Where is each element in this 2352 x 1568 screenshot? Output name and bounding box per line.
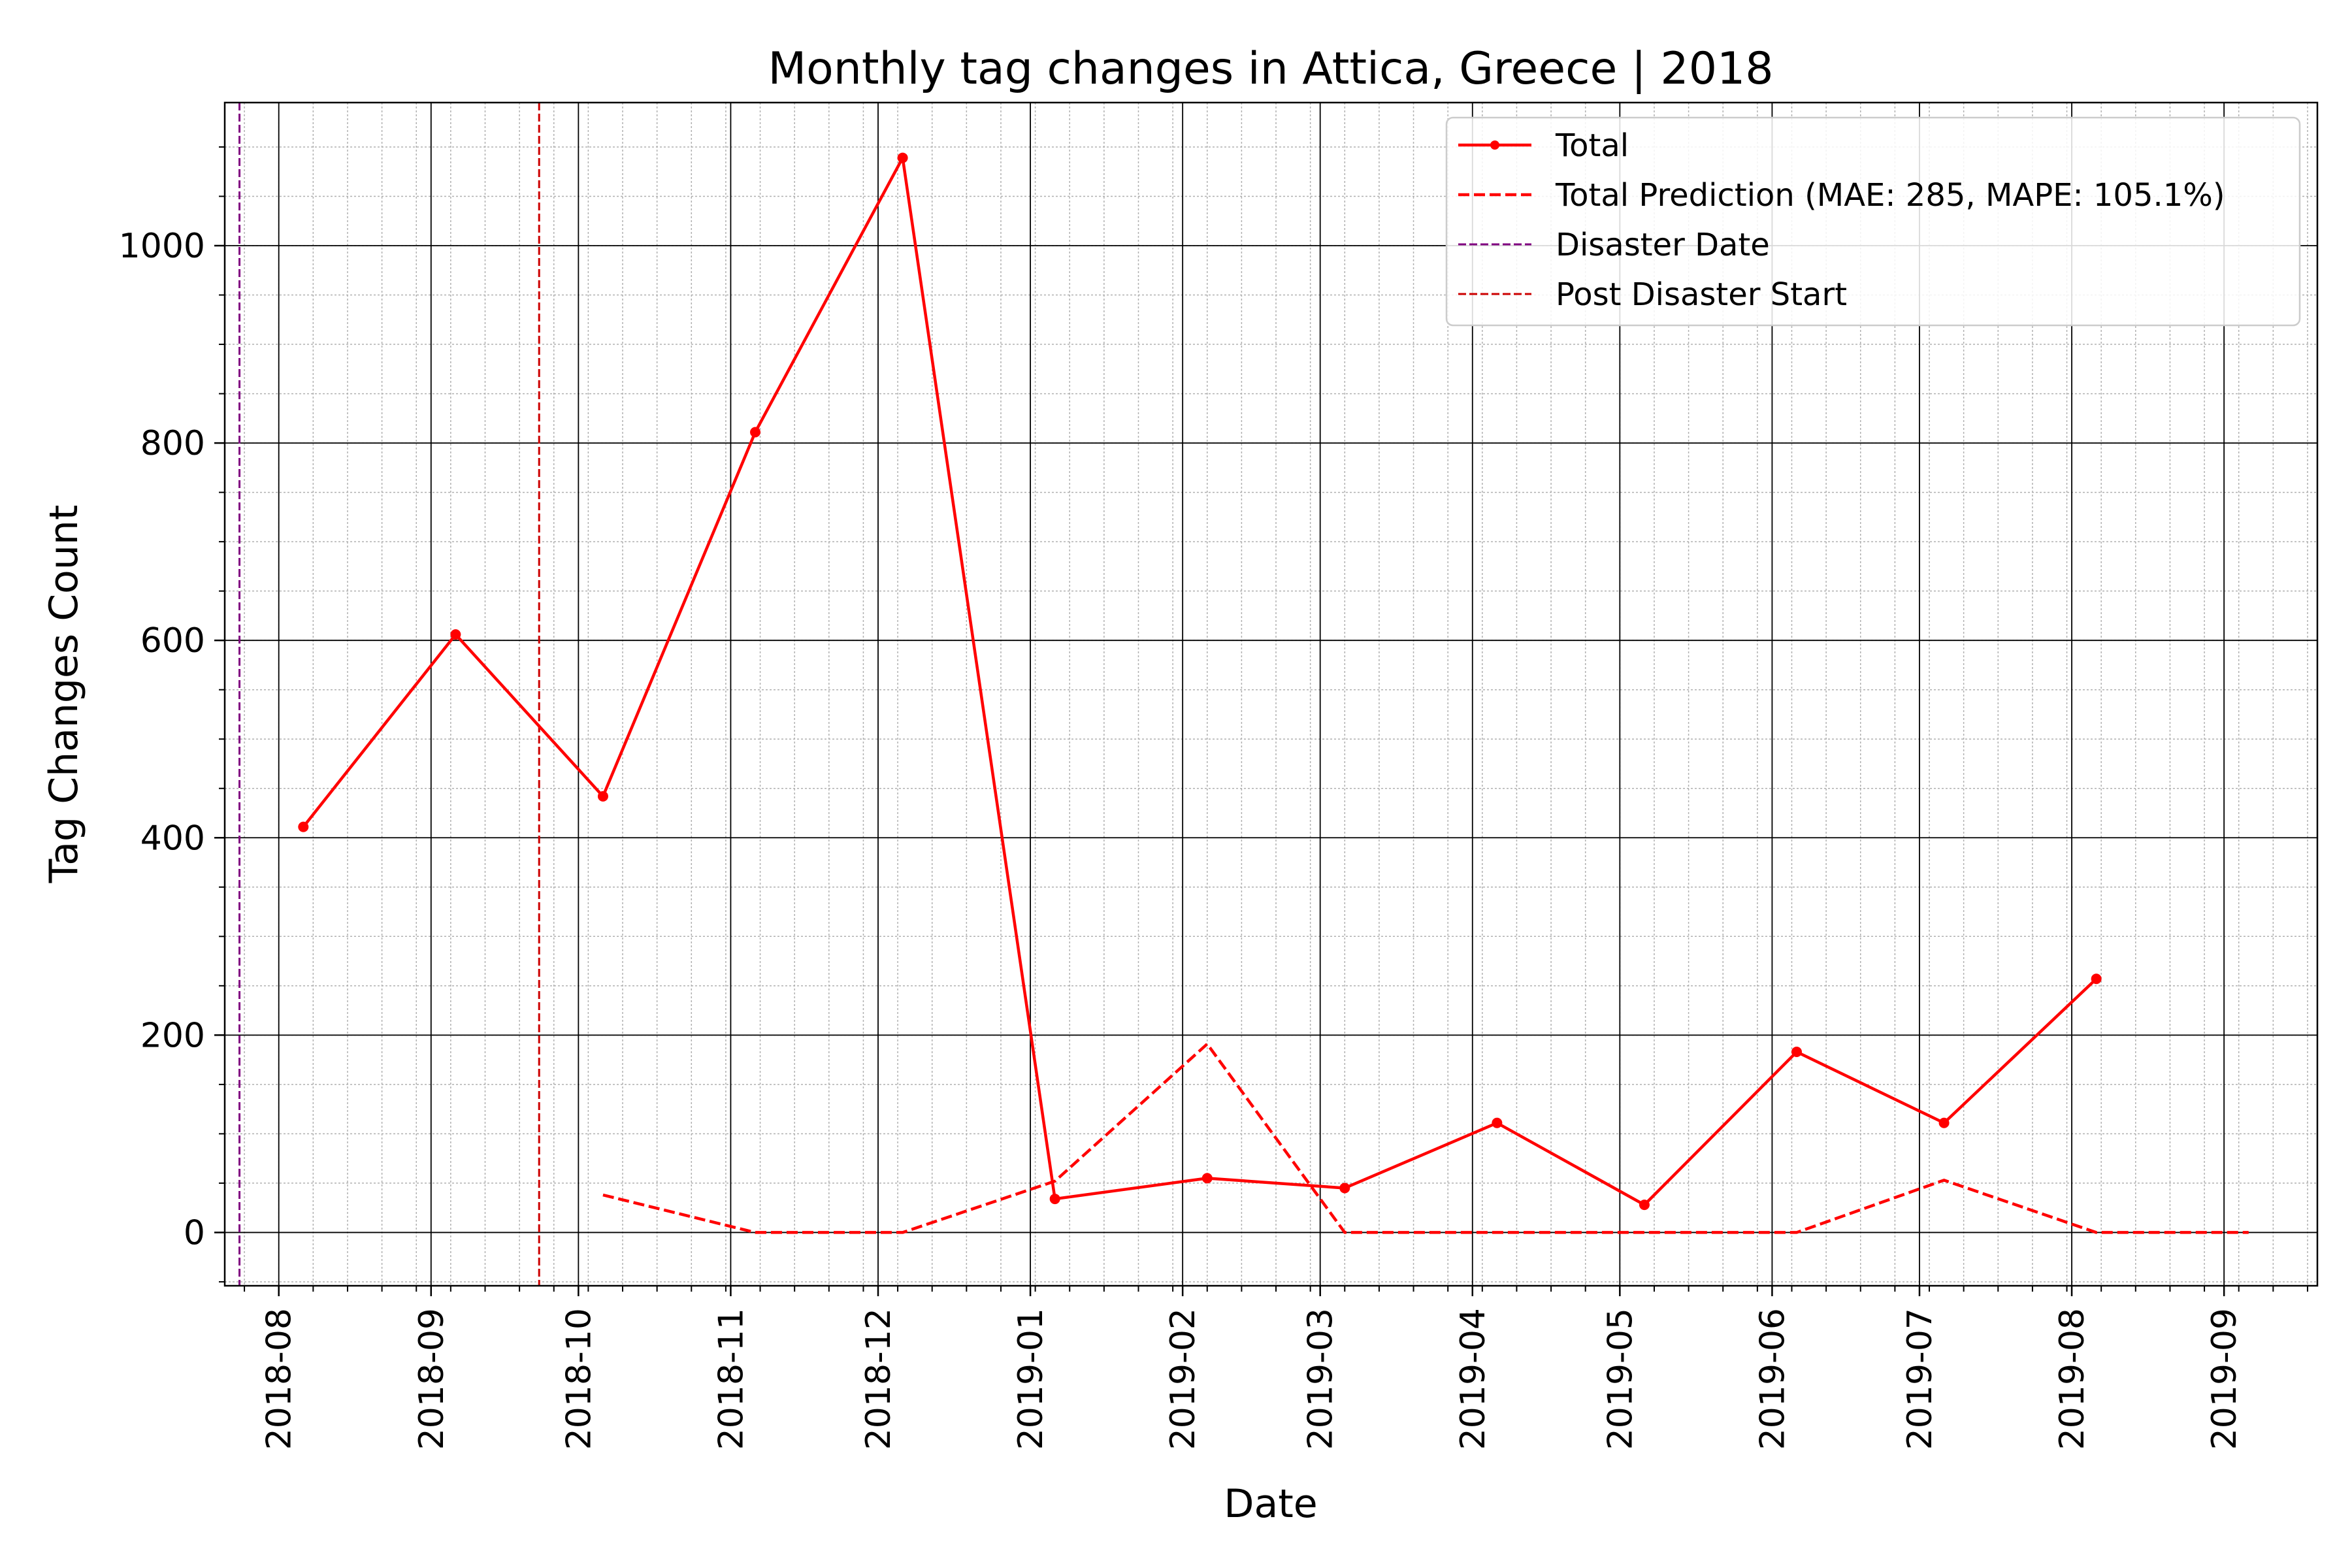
data-point (750, 427, 761, 438)
x-tick-label: 2018-09 (412, 1308, 451, 1450)
x-tick-label: 2019-03 (1301, 1308, 1341, 1450)
axis-ticks (214, 146, 2308, 1296)
y-axis-label: Tag Changes Count (41, 505, 87, 884)
x-tick-labels: 2018-08 2018-09 2018-10 2018-11 2018-12 2019-… (260, 1308, 2244, 1450)
data-point (1938, 1117, 1950, 1128)
x-tick-label: 2018-12 (859, 1308, 898, 1450)
plot-frame (223, 101, 2319, 1287)
x-tick-label: 2019-07 (1901, 1308, 1940, 1450)
major-grid (225, 103, 2317, 1286)
data-point (1791, 1047, 1803, 1058)
data-point (1201, 1173, 1213, 1184)
x-tick-label: 2018-08 (260, 1308, 299, 1450)
data-point (450, 629, 461, 640)
series-line-prediction (602, 1042, 2249, 1234)
x-tick-label: 2019-09 (2205, 1308, 2244, 1450)
y-tick-label: 1000 (119, 227, 205, 266)
x-tick-label: 2018-11 (711, 1308, 751, 1450)
legend-label-post-disaster-start: Post Disaster Start (1556, 276, 1847, 313)
legend-label-disaster-date: Disaster Date (1556, 227, 1770, 263)
data-series (298, 152, 2249, 1234)
x-tick-label: 2019-06 (1753, 1308, 1792, 1450)
x-tick-label: 2019-08 (2053, 1308, 2092, 1450)
chart-title: Monthly tag changes in Attica, Greece | … (768, 43, 1774, 95)
data-point (1639, 1200, 1650, 1211)
x-tick-label: 2019-02 (1164, 1308, 1203, 1450)
data-point (298, 821, 309, 832)
data-point (1492, 1117, 1503, 1128)
x-tick-label: 2019-04 (1454, 1308, 1493, 1450)
x-axis-label: Date (1224, 1481, 1317, 1527)
y-tick-label: 600 (140, 621, 205, 661)
data-point (1049, 1194, 1060, 1205)
legend-label-prediction: Total Prediction (MAE: 285, MAPE: 105.1%… (1555, 177, 2225, 214)
y-tick-label: 400 (140, 819, 205, 858)
data-point (1339, 1183, 1350, 1194)
legend-box (1445, 116, 2301, 327)
event-lines (238, 103, 540, 1286)
x-tick-label: 2019-01 (1011, 1308, 1051, 1450)
y-tick-labels: 0 200 400 600 800 1000 (119, 227, 205, 1252)
y-tick-label: 800 (140, 424, 205, 463)
y-tick-label: 200 (140, 1016, 205, 1055)
data-point (897, 152, 908, 163)
x-tick-label: 2018-10 (559, 1308, 598, 1450)
y-tick-label: 0 (184, 1213, 205, 1252)
data-point (2091, 973, 2102, 985)
legend: Total Total Prediction (MAE: 285, MAPE: … (1445, 116, 2301, 327)
x-tick-label: 2019-05 (1601, 1308, 1640, 1450)
legend-marker-total (1490, 140, 1499, 150)
data-point (597, 791, 608, 802)
legend-label-total: Total (1555, 127, 1629, 164)
